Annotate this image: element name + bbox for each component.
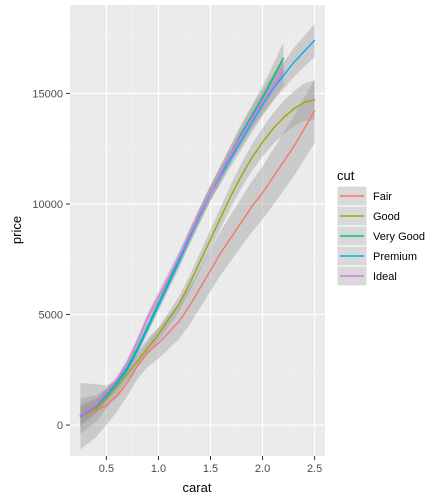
legend-items: Fair Good Very Good Premium Ideal [336, 185, 425, 287]
y-tick-label: 5000 [39, 310, 63, 322]
x-tick-label: 1.5 [203, 463, 218, 475]
x-axis-title: carat [183, 480, 212, 495]
y-tick-label: 0 [57, 420, 63, 432]
series-line-premium [79, 39, 316, 417]
y-tick-label: 15000 [32, 88, 63, 100]
x-tick-label: 2.0 [255, 463, 270, 475]
legend-label-fair: Fair [373, 191, 392, 203]
legend-label-good: Good [373, 211, 400, 223]
series-line-ideal [79, 70, 285, 416]
series-line-fair [79, 110, 316, 417]
plot-panel-background [70, 5, 325, 456]
grid-major [70, 5, 325, 456]
legend: cut Fair Good Very Good Premium Ideal [336, 168, 425, 287]
legend-label-very-good: Very Good [373, 231, 425, 243]
series-lines [79, 39, 316, 417]
x-tick-label: 1.0 [151, 463, 166, 475]
legend-title: cut [337, 168, 355, 183]
y-tick-label: 10000 [32, 199, 63, 211]
series-line-good [79, 99, 316, 417]
x-tick-label: 0.5 [99, 463, 114, 475]
confidence-band-fair [80, 79, 315, 450]
y-axis-ticks: 0 5000 10000 15000 [32, 88, 70, 432]
x-tick-label: 2.5 [307, 463, 322, 475]
confidence-band-premium [80, 23, 315, 426]
legend-label-premium: Premium [373, 251, 417, 263]
confidence-band-ideal [80, 57, 284, 423]
legend-label-ideal: Ideal [373, 271, 397, 283]
y-axis-title: price [9, 216, 24, 244]
x-axis-ticks: 0.5 1.0 1.5 2.0 2.5 [99, 456, 322, 475]
